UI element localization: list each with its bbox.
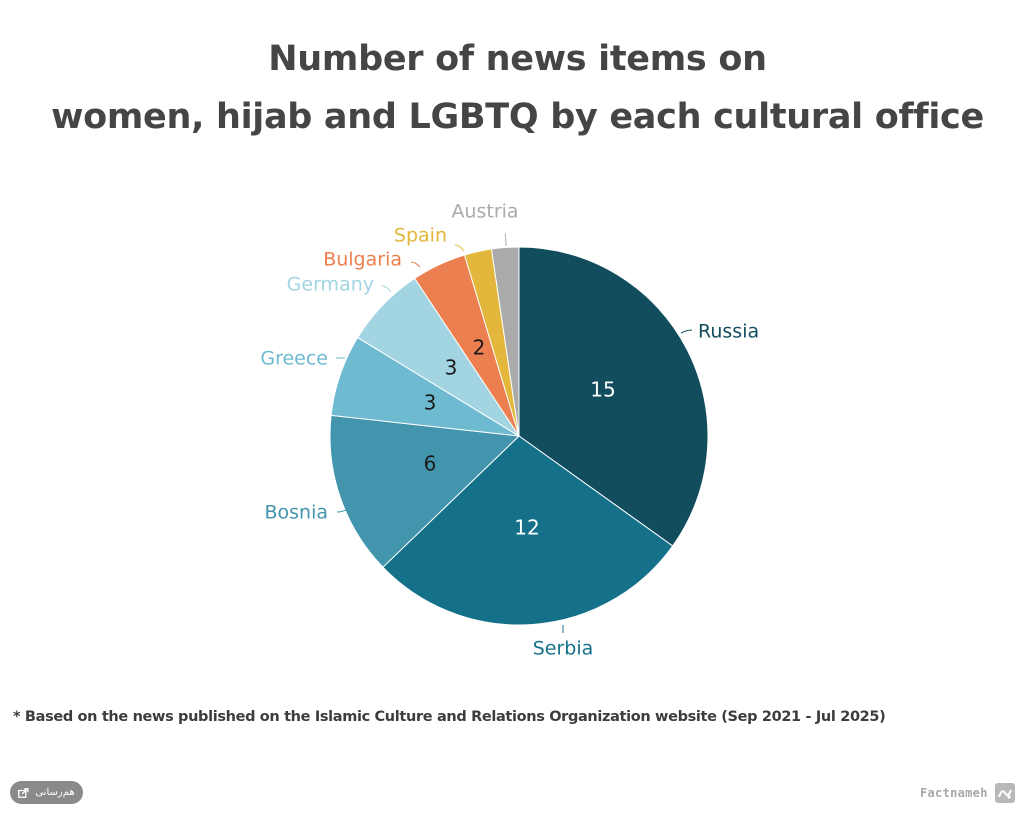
data-label-bulgaria: 2 — [473, 336, 486, 360]
share-button[interactable]: هم‌رسانی — [10, 781, 83, 804]
leader-line-germany — [381, 285, 392, 293]
leader-line-spain — [454, 244, 465, 252]
category-label-russia: Russia — [698, 321, 759, 343]
chart-title-line-1: Number of news items on — [268, 39, 767, 79]
pie-chart: Russia Serbia Bosnia Greece Germany BulgariaS… — [260, 201, 759, 660]
category-label-serbia: Serbia — [533, 638, 594, 660]
data-label-greece: 3 — [424, 391, 437, 415]
brand-watermark[interactable]: Factnameh — [920, 781, 1016, 805]
data-label-bosnia: 6 — [424, 452, 437, 476]
share-icon — [18, 787, 29, 798]
leader-line-austria — [504, 232, 507, 247]
chart-title: Number of news items on women, hijab and… — [0, 30, 1035, 146]
category-label-bulgaria: Bulgaria — [323, 249, 402, 271]
pie-slice-russia[interactable] — [518, 246, 709, 547]
share-button-label: هم‌رسانی — [35, 787, 75, 798]
pie-slice-austria[interactable] — [490, 246, 520, 437]
category-label-austria: Austria — [451, 201, 518, 223]
leader-line-bosnia — [336, 509, 347, 513]
pie-slice-bosnia[interactable] — [329, 414, 521, 568]
pie-slice-serbia[interactable] — [382, 435, 674, 626]
data-label-germany: 3 — [445, 356, 458, 380]
leader-line-bulgaria — [410, 261, 421, 268]
category-label-bosnia: Bosnia — [264, 502, 328, 524]
category-label-spain: Spain — [394, 225, 447, 247]
factnameh-logo-icon — [994, 782, 1016, 804]
brand-name: Factnameh — [920, 786, 988, 800]
chart-title-line-2: women, hijab and LGBTQ by each cultural … — [51, 97, 984, 137]
category-label-germany: Germany — [287, 274, 374, 296]
category-label-greece: Greece — [260, 348, 328, 370]
data-label-russia: 15 — [590, 378, 615, 402]
data-label-serbia: 12 — [514, 516, 539, 540]
leader-line-russia — [680, 329, 693, 334]
chart-footnote: * Based on the news published on the Isl… — [13, 709, 886, 725]
